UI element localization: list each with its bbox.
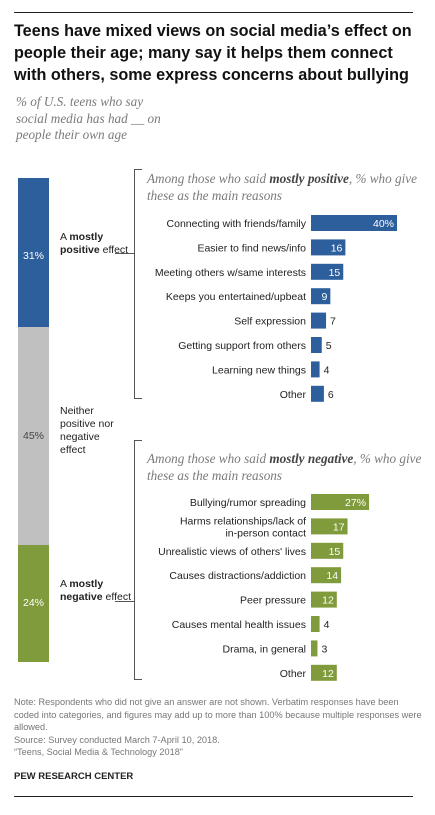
stack-segment-positive (18, 178, 49, 327)
data-label: 14 (326, 570, 338, 582)
data-label: 7 (330, 316, 336, 328)
category-label: Getting support from others (178, 340, 306, 352)
panel-positive-head-bold: mostly positive (269, 171, 349, 186)
connector-negative (115, 601, 135, 602)
data-label: 4 (324, 619, 330, 631)
category-label: Harms relationships/lack of in-person con… (180, 515, 306, 539)
category-label: Peer pressure (240, 595, 306, 607)
stack-segment-negative (18, 545, 49, 662)
top-rule (14, 12, 413, 13)
chart-title: Teens have mixed views on social media’s… (14, 22, 412, 84)
stack-segment-neutral (18, 327, 49, 545)
category-label: Keeps you entertained/upbeat (166, 291, 306, 303)
category-label: Drama, in general (223, 643, 306, 655)
data-label: 15 (329, 267, 341, 279)
data-label: 16 (331, 242, 343, 254)
bottom-rule (14, 796, 413, 797)
panel-heading-negative: Among those who said mostly negative, % … (147, 450, 422, 484)
category-label: Bullying/rumor spreading (190, 497, 306, 509)
panel-positive-head-post: , % who give these as the main reasons (147, 171, 417, 203)
bar (311, 215, 397, 231)
chart-subtitle: % of U.S. teens who say social media has… (16, 94, 161, 142)
category-label-neutral: Neither positive nor negative effect (60, 405, 114, 456)
bar (311, 616, 320, 632)
data-label: 9 (322, 291, 328, 303)
bar (311, 263, 344, 280)
data-label: 12 (322, 595, 334, 607)
panel-negative-head-bold: mostly negative (269, 451, 354, 466)
panel-negative-head-pre: Among those who said (147, 451, 270, 466)
bracket-negative-bottom (134, 679, 142, 680)
source-text: Source: Survey conducted March 7-April 1… (14, 734, 220, 745)
bar (311, 385, 324, 402)
category-negative-pre: A (60, 578, 70, 590)
bar (311, 518, 348, 535)
bar (311, 312, 327, 329)
bar (311, 640, 318, 657)
bracket-negative-top (134, 440, 142, 441)
bar (311, 337, 322, 353)
category-label-negative: A mostly negative effect (60, 578, 142, 604)
data-label: 5 (326, 340, 332, 352)
org-name: PEW RESEARCH CENTER (14, 771, 134, 782)
report-text: “Teens, Social Media & Technology 2018” (14, 747, 183, 757)
data-label: 17 (333, 521, 345, 533)
data-label: 15 (329, 546, 341, 558)
data-label: 6 (328, 389, 334, 401)
category-label: Causes mental health issues (172, 619, 306, 631)
bracket-positive (134, 169, 135, 399)
data-label: 12 (322, 668, 334, 680)
category-positive-pre: A (60, 231, 70, 243)
category-label: Easier to find news/info (197, 242, 306, 254)
stack-label-positive: 31% (22, 250, 44, 262)
data-label: 4 (324, 364, 330, 376)
notes-block: Note: Respondents who did not give an an… (14, 696, 422, 759)
category-label: Learning new things (212, 364, 306, 376)
data-label: 3 (321, 643, 327, 655)
bar (311, 288, 331, 305)
bar (311, 239, 346, 256)
connector-positive (115, 253, 135, 254)
category-label: Other (280, 389, 307, 401)
category-label: Causes distractions/addiction (169, 570, 306, 582)
stack-label-neutral: 45% (22, 430, 44, 442)
panel-positive-head-pre: Among those who said (147, 171, 270, 186)
bracket-positive-top (134, 169, 142, 170)
bracket-positive-bottom (134, 398, 142, 399)
bar (311, 361, 320, 378)
category-label: Self expression (234, 316, 306, 328)
bar (311, 664, 337, 681)
bracket-negative (134, 440, 135, 680)
panel-negative-head-post: , % who give these as the main reasons (147, 451, 422, 483)
category-positive-bold: mostly positive (60, 231, 104, 256)
panel-heading-positive: Among those who said mostly positive, % … (147, 170, 422, 204)
note-text: Note: Respondents who did not give an an… (14, 697, 422, 732)
category-label: Connecting with friends/family (167, 218, 307, 230)
bar (311, 591, 337, 608)
bar (311, 567, 342, 584)
category-label: Meeting others w/same interests (155, 267, 306, 279)
category-negative-post: effect (102, 591, 132, 603)
data-label: 27% (345, 497, 366, 509)
bar (311, 542, 344, 559)
stack-label-negative: 24% (22, 597, 44, 609)
category-label: Other (280, 668, 307, 680)
data-label: 40% (373, 218, 394, 230)
category-negative-bold: mostly negative (60, 578, 104, 603)
bar (311, 494, 370, 510)
category-label: Unrealistic views of others' lives (158, 546, 306, 558)
